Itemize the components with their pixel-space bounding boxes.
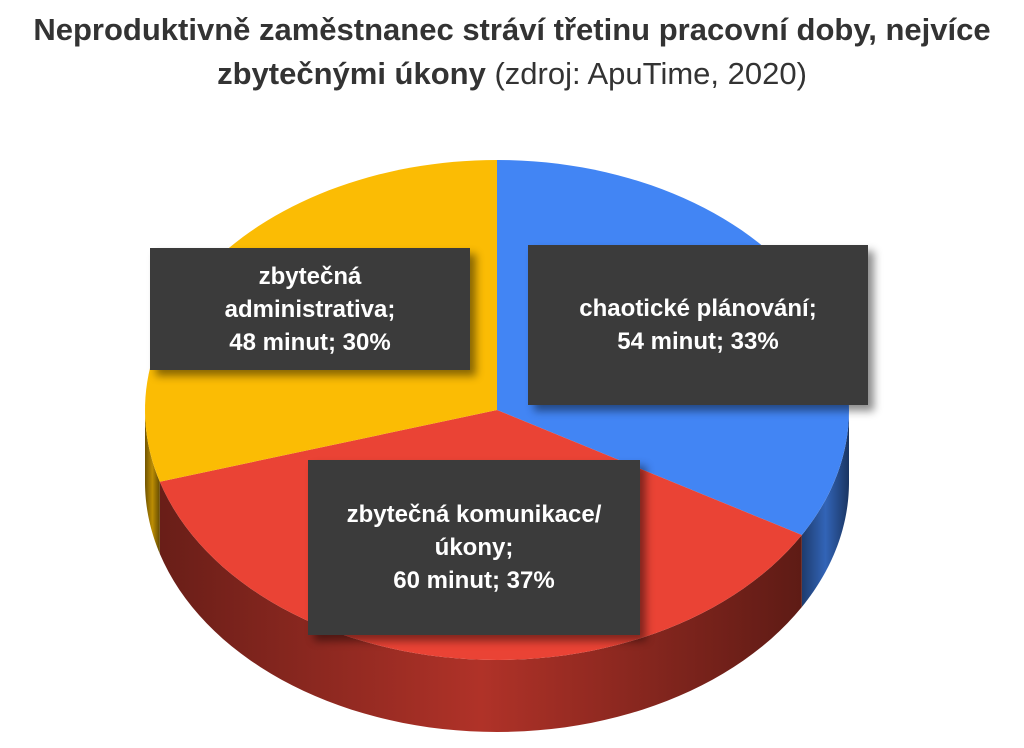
pie-slice-side bbox=[159, 481, 802, 732]
data-label: zbytečná administrativa; 48 minut; 30% bbox=[150, 248, 470, 370]
chart-title-block: Neproduktivně zaměstnanec stráví třetinu… bbox=[10, 8, 1014, 96]
value-label: 48 minut; 30% bbox=[229, 328, 391, 356]
category-label: zbytečná komunikace/úkony; bbox=[346, 501, 602, 561]
pie-slice-side bbox=[145, 410, 160, 554]
data-label: chaotické plánování; 54 minut; 33% bbox=[528, 245, 868, 405]
chart-source: (zdroj: ApuTime, 2020) bbox=[494, 56, 807, 91]
chart-title: Neproduktivně zaměstnanec stráví třetinu… bbox=[33, 12, 991, 91]
pie-slice-side bbox=[801, 410, 849, 607]
category-label: zbytečná administrativa; bbox=[224, 262, 396, 323]
category-label: chaotické plánování; bbox=[579, 295, 817, 322]
value-label: 60 minut; 37% bbox=[393, 567, 555, 594]
data-label: zbytečná komunikace/úkony; 60 minut; 37% bbox=[308, 460, 640, 635]
value-label: 54 minut; 33% bbox=[617, 328, 779, 355]
